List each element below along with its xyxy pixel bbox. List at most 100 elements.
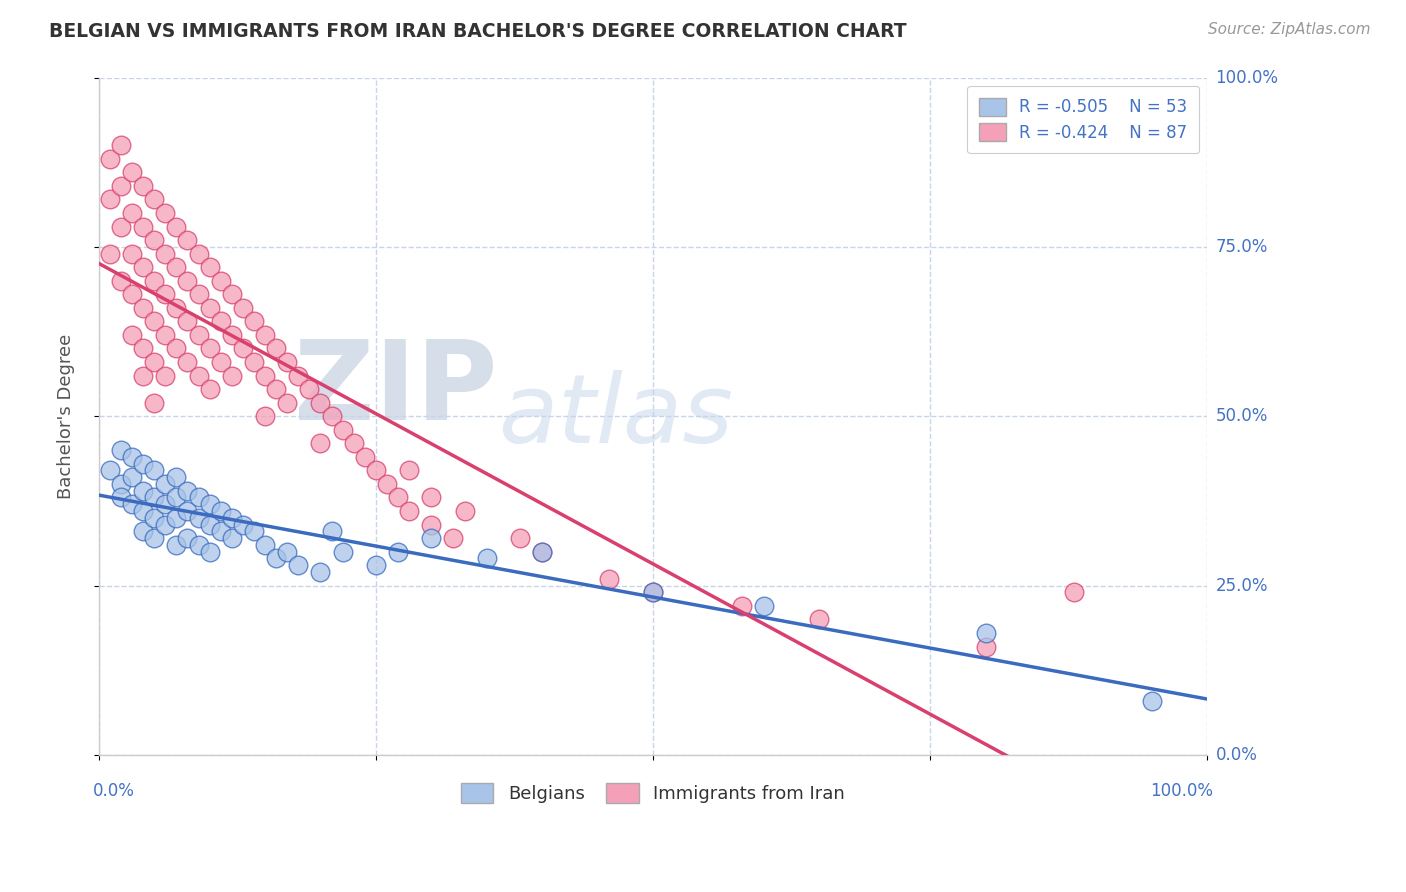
Point xyxy=(121,327,143,342)
Point xyxy=(110,491,132,505)
Point xyxy=(974,626,997,640)
Point xyxy=(198,497,221,511)
Text: Source: ZipAtlas.com: Source: ZipAtlas.com xyxy=(1208,22,1371,37)
Text: 100.0%: 100.0% xyxy=(1150,782,1213,800)
Text: 50.0%: 50.0% xyxy=(1216,408,1268,425)
Point xyxy=(364,558,387,573)
Point xyxy=(110,477,132,491)
Point xyxy=(132,342,155,356)
Point xyxy=(420,517,443,532)
Point xyxy=(176,355,198,369)
Point xyxy=(143,233,166,247)
Point xyxy=(176,483,198,498)
Point xyxy=(176,504,198,518)
Point xyxy=(221,287,243,301)
Point xyxy=(198,342,221,356)
Point xyxy=(143,531,166,545)
Point xyxy=(121,287,143,301)
Point xyxy=(98,152,121,166)
Point xyxy=(375,477,398,491)
Text: ZIP: ZIP xyxy=(294,335,498,442)
Point xyxy=(254,327,277,342)
Point xyxy=(443,531,465,545)
Point xyxy=(243,524,266,539)
Text: BELGIAN VS IMMIGRANTS FROM IRAN BACHELOR'S DEGREE CORRELATION CHART: BELGIAN VS IMMIGRANTS FROM IRAN BACHELOR… xyxy=(49,22,907,41)
Point xyxy=(155,287,177,301)
Point xyxy=(110,219,132,234)
Point xyxy=(254,409,277,424)
Point xyxy=(730,599,752,613)
Point xyxy=(264,382,287,396)
Point xyxy=(309,395,332,409)
Point xyxy=(531,544,554,558)
Point xyxy=(531,544,554,558)
Point xyxy=(155,497,177,511)
Point xyxy=(398,504,420,518)
Point xyxy=(121,450,143,464)
Point xyxy=(254,538,277,552)
Point xyxy=(974,640,997,654)
Point xyxy=(165,538,187,552)
Point xyxy=(243,355,266,369)
Legend: Belgians, Immigrants from Iran: Belgians, Immigrants from Iran xyxy=(450,772,856,814)
Point xyxy=(232,517,254,532)
Point xyxy=(198,260,221,275)
Point xyxy=(143,274,166,288)
Point xyxy=(332,423,354,437)
Point xyxy=(155,327,177,342)
Point xyxy=(243,314,266,328)
Point xyxy=(98,463,121,477)
Point xyxy=(132,368,155,383)
Point xyxy=(1063,585,1085,599)
Point xyxy=(198,382,221,396)
Point xyxy=(132,219,155,234)
Text: 0.0%: 0.0% xyxy=(1216,746,1257,764)
Point xyxy=(165,342,187,356)
Point xyxy=(343,436,366,450)
Point xyxy=(752,599,775,613)
Point xyxy=(121,165,143,179)
Point xyxy=(221,531,243,545)
Point xyxy=(187,246,209,260)
Point xyxy=(198,544,221,558)
Point xyxy=(287,558,309,573)
Point xyxy=(187,538,209,552)
Point xyxy=(143,395,166,409)
Point xyxy=(276,544,298,558)
Point xyxy=(232,342,254,356)
Y-axis label: Bachelor's Degree: Bachelor's Degree xyxy=(58,334,75,499)
Point xyxy=(420,531,443,545)
Point xyxy=(121,206,143,220)
Point xyxy=(143,511,166,525)
Point xyxy=(165,470,187,484)
Point xyxy=(121,246,143,260)
Point xyxy=(176,233,198,247)
Point xyxy=(143,355,166,369)
Text: 100.0%: 100.0% xyxy=(1216,69,1278,87)
Point xyxy=(187,511,209,525)
Point xyxy=(254,368,277,383)
Point xyxy=(121,470,143,484)
Point xyxy=(187,368,209,383)
Point xyxy=(187,327,209,342)
Point xyxy=(309,565,332,579)
Point xyxy=(298,382,321,396)
Point xyxy=(165,511,187,525)
Point xyxy=(132,457,155,471)
Point xyxy=(221,327,243,342)
Point xyxy=(287,368,309,383)
Text: atlas: atlas xyxy=(498,369,733,463)
Point xyxy=(321,524,343,539)
Point xyxy=(276,355,298,369)
Point xyxy=(110,178,132,193)
Point xyxy=(509,531,531,545)
Point xyxy=(98,193,121,207)
Point xyxy=(475,551,498,566)
Point xyxy=(309,436,332,450)
Point xyxy=(221,511,243,525)
Point xyxy=(387,544,409,558)
Point xyxy=(143,491,166,505)
Point xyxy=(187,287,209,301)
Point xyxy=(264,551,287,566)
Point xyxy=(98,246,121,260)
